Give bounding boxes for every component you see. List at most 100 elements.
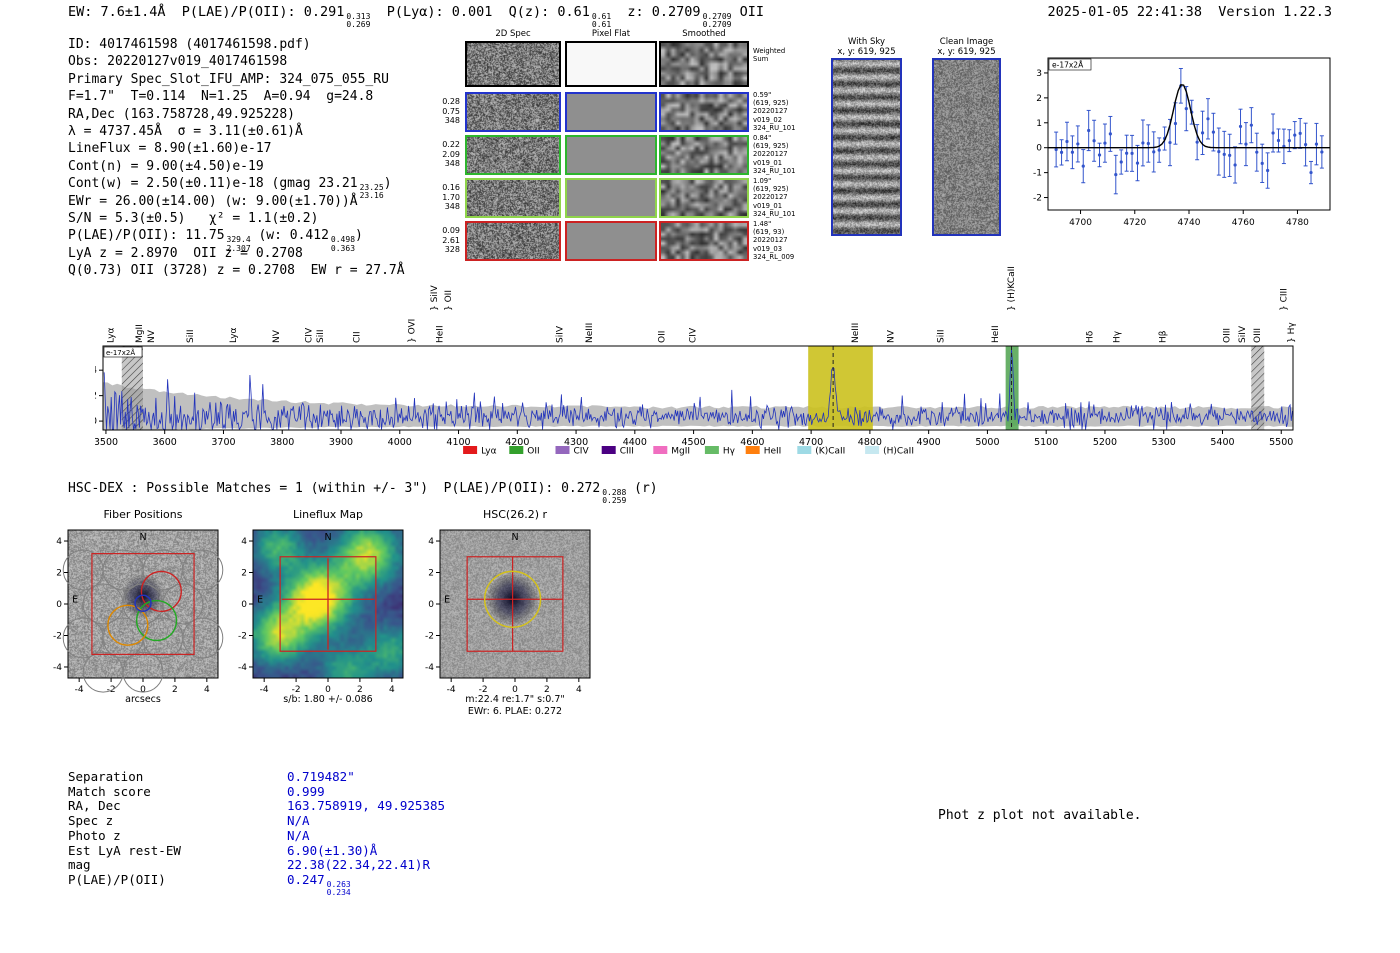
cutout-panel-noise bbox=[465, 178, 561, 218]
svg-text:-4: -4 bbox=[447, 685, 456, 695]
match-row-label: Photo z bbox=[68, 827, 121, 843]
svg-text:2: 2 bbox=[357, 685, 363, 695]
spectrum-frame bbox=[102, 345, 1294, 431]
emission-line-label: NeIII bbox=[585, 323, 595, 343]
emission-line-label: CIV bbox=[688, 327, 698, 343]
match-row-label: mag bbox=[68, 857, 91, 873]
spectrum-data bbox=[103, 346, 1293, 430]
svg-text:-4: -4 bbox=[75, 685, 84, 695]
header-datetime-version: 2025-01-05 22:41:38 Version 1.22.3 bbox=[1047, 4, 1332, 20]
stacked-fraction: 329.4 2.307 bbox=[226, 235, 251, 253]
match-row-value: 22.38(22.34,22.41)R bbox=[287, 857, 430, 873]
lineflux_map-overlay: -4 -4 -2 -2 0 0 2 2 4 4 N E bbox=[238, 529, 404, 695]
match-table-row: Photo z N/A bbox=[68, 827, 445, 844]
line-fit-data bbox=[1048, 67, 1330, 195]
info-line: λ = 4737.45Å σ = 3.11(±0.61)Å bbox=[68, 123, 303, 139]
hsc_cutout-overlay: -4 -4 -2 -2 0 0 2 2 4 4 N E bbox=[425, 529, 591, 695]
match-table-row: Separation 0.719482" bbox=[68, 769, 445, 785]
info-line: F=1.7" T=0.114 N=1.25 A=0.94 g=24.8 bbox=[68, 89, 374, 105]
emission-line-label: MgII bbox=[135, 324, 145, 343]
svg-text:2: 2 bbox=[95, 391, 97, 402]
svg-text:4: 4 bbox=[56, 537, 62, 547]
flux-units-label: e-17x2Å bbox=[106, 348, 135, 357]
noise-envelope bbox=[103, 382, 1293, 430]
cutout-panel-noise bbox=[465, 92, 561, 132]
svg-text:4200: 4200 bbox=[505, 437, 529, 448]
svg-text:0: 0 bbox=[95, 416, 97, 427]
north-label: N bbox=[324, 532, 331, 543]
cutout-row-right-label: 0.59" (619, 925) 20220127 v019_02 324_RU_101 bbox=[753, 91, 796, 132]
svg-text:2: 2 bbox=[544, 685, 550, 695]
emission-line-label: } OII bbox=[444, 290, 454, 311]
spectrum-trace bbox=[103, 349, 1293, 430]
stacked-fraction: 0.2709 0.2709 bbox=[702, 12, 732, 30]
clean-image-canvas bbox=[934, 60, 999, 234]
with-sky-xy: x, y: 619, 925 bbox=[837, 47, 896, 57]
clean-image-panel bbox=[932, 58, 1001, 236]
cutout-panel-noise bbox=[465, 135, 561, 175]
cutout-image-canvas bbox=[661, 180, 747, 216]
stacked-fraction: 0.61 0.61 bbox=[591, 12, 612, 30]
svg-text:CIII: CIII bbox=[620, 447, 634, 457]
line-fit-plot: 4700 4720 4740 4760 4780 -2 -1 0 1 2 3 e-17x2Å bbox=[1015, 50, 1345, 239]
svg-text:1: 1 bbox=[1036, 119, 1042, 129]
match-row-value: 6.90(±1.30)Å bbox=[287, 842, 378, 858]
svg-text:HeII: HeII bbox=[764, 447, 782, 457]
match-row-label: Est LyA rest-EW bbox=[68, 842, 181, 858]
stacked-fraction: 0.263 0.234 bbox=[326, 879, 351, 898]
svg-text:4400: 4400 bbox=[623, 437, 647, 448]
svg-text:3700: 3700 bbox=[211, 437, 235, 448]
svg-text:4: 4 bbox=[241, 537, 247, 547]
clean-image-xy: x, y: 619, 925 bbox=[937, 47, 996, 57]
svg-text:-2: -2 bbox=[292, 685, 301, 695]
fiber-circle bbox=[182, 549, 224, 591]
svg-text:0: 0 bbox=[140, 685, 146, 695]
emission-line-label: Lyα bbox=[107, 327, 117, 343]
svg-text:4700: 4700 bbox=[799, 437, 823, 448]
svg-text:4800: 4800 bbox=[858, 437, 882, 448]
svg-text:-2: -2 bbox=[1033, 194, 1042, 204]
fiber_positions-title: Fiber Positions bbox=[103, 508, 183, 521]
aperture-circle bbox=[483, 570, 542, 628]
svg-text:5200: 5200 bbox=[1093, 437, 1117, 448]
svg-text:3500: 3500 bbox=[95, 437, 118, 448]
emission-line-label: Hβ bbox=[1159, 330, 1169, 343]
match-table-row: Match score 0.999 bbox=[68, 784, 445, 800]
cutout-col-header: Smoothed bbox=[682, 29, 726, 39]
svg-text:4780: 4780 bbox=[1286, 218, 1309, 228]
emission-line-label: CIV bbox=[305, 327, 315, 343]
info-line: Cont(w) = 2.50(±0.11)e-18 (gmag 23.21 23.… bbox=[68, 176, 392, 201]
match-row-label: Spec z bbox=[68, 813, 114, 829]
cutout-image-canvas bbox=[661, 94, 747, 130]
center-marker-circle bbox=[134, 594, 152, 612]
cutout-image-canvas bbox=[661, 43, 747, 85]
svg-text:0: 0 bbox=[1036, 144, 1042, 154]
hsc_cutout-title: HSC(26.2) r bbox=[482, 508, 548, 521]
cutout-image-canvas bbox=[467, 223, 559, 259]
svg-text:5400: 5400 bbox=[1210, 437, 1234, 448]
stacked-fraction: 0.313 0.269 bbox=[346, 12, 371, 30]
info-line: LineFlux = 8.90(±1.60)e-17 bbox=[68, 141, 272, 157]
fiber-circle bbox=[82, 651, 124, 693]
east-label: E bbox=[72, 594, 78, 605]
emission-line-label: } OVI bbox=[408, 319, 418, 343]
svg-text:(K)CaII: (K)CaII bbox=[815, 447, 845, 457]
legend-item: CIII bbox=[601, 446, 634, 457]
cutout-panel-flat bbox=[565, 178, 657, 218]
svg-text:-2: -2 bbox=[425, 631, 434, 641]
emission-line-label: } Hγ bbox=[1287, 322, 1297, 343]
match-table: Separation 0.719482" Match score 0.999 RA, D… bbox=[68, 769, 445, 898]
svg-text:4: 4 bbox=[204, 685, 210, 695]
svg-text:4900: 4900 bbox=[917, 437, 941, 448]
emission-line-label: } CIII bbox=[1280, 288, 1290, 311]
legend-item: (K)CaII bbox=[797, 446, 845, 457]
legend-item: Lyα bbox=[463, 446, 497, 457]
svg-text:2: 2 bbox=[1036, 94, 1042, 104]
svg-text:Lyα: Lyα bbox=[481, 447, 497, 457]
stacked-fraction: 0.498 0.363 bbox=[330, 235, 356, 253]
cutout-panel-flat bbox=[565, 221, 657, 261]
fiber-circle bbox=[102, 549, 144, 591]
svg-text:4: 4 bbox=[576, 685, 582, 695]
emission-line-label: NV bbox=[887, 329, 897, 343]
cutout-image-canvas bbox=[661, 223, 747, 259]
